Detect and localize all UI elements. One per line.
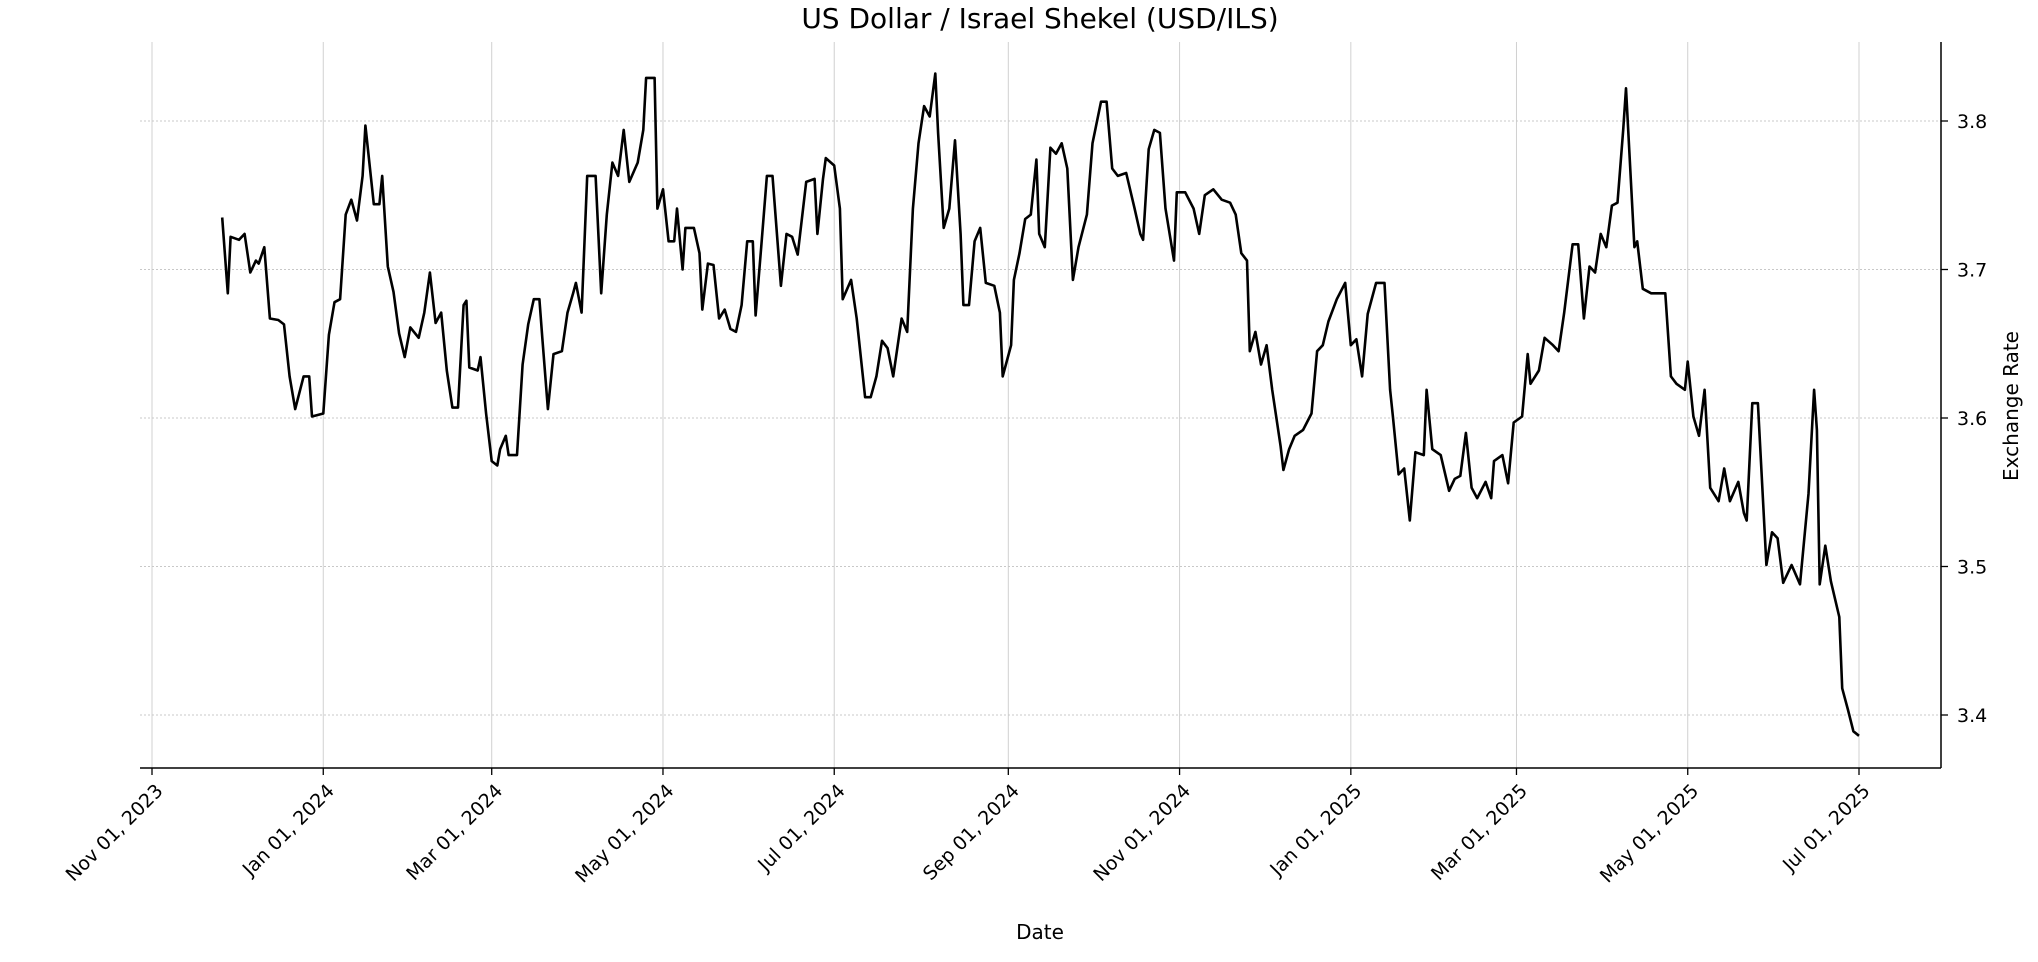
x-tick-label: Nov 01, 2024: [1089, 780, 1195, 886]
x-tick-label: Jan 01, 2024: [238, 780, 339, 881]
x-tick-label: Jul 01, 2024: [753, 780, 850, 877]
chart-title: US Dollar / Israel Shekel (USD/ILS): [801, 2, 1278, 35]
x-tick-label: Jan 01, 2025: [1265, 780, 1366, 881]
series-line-usd-ils: [220, 72, 1860, 737]
y-tick-label: 3.5: [1957, 557, 1987, 579]
x-axis-label: Date: [1016, 920, 1064, 944]
x-tick-label: Nov 01, 2023: [62, 780, 168, 886]
x-tick-label: Sep 01, 2024: [919, 780, 1024, 885]
grid: [140, 42, 1941, 768]
y-tick-label: 3.4: [1957, 705, 1987, 727]
y-tick-label: 3.7: [1957, 260, 1987, 282]
x-tick-label: May 01, 2025: [1596, 780, 1703, 887]
x-tick-label: Mar 01, 2025: [1427, 780, 1532, 885]
y-tick-label: 3.8: [1957, 111, 1987, 133]
x-tick-label: May 01, 2024: [571, 780, 678, 887]
x-tick-label: Mar 01, 2024: [402, 780, 507, 885]
y-ticks: 3.4 3.5 3.6 3.7 3.8: [1941, 111, 1987, 727]
axes: [140, 42, 1942, 769]
x-tick-label: Jul 01, 2025: [1778, 780, 1875, 877]
x-ticks: Nov 01, 2023 Jan 01, 2024 Mar 01, 2024 May …: [62, 768, 1875, 887]
y-axis-label: Exchange Rate: [1999, 331, 2023, 481]
y-tick-label: 3.6: [1957, 408, 1987, 430]
